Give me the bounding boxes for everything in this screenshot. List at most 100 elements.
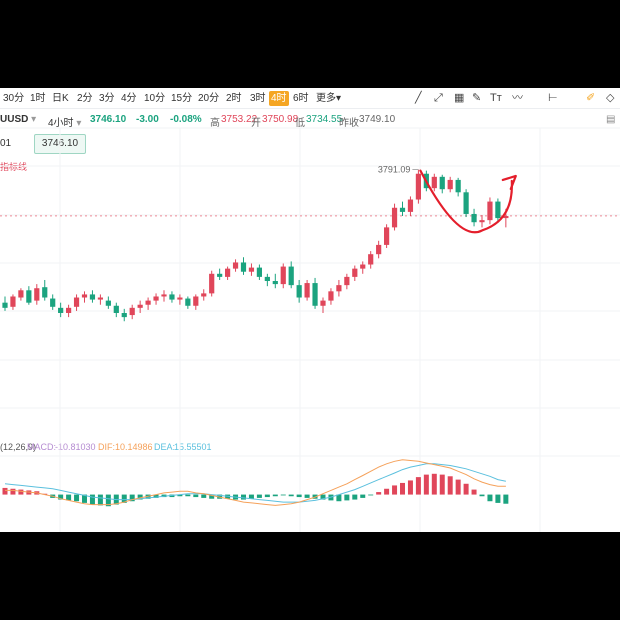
timeframe-5[interactable]: 4分 [121,93,137,104]
wave-icon[interactable]: 〰 [512,92,523,104]
macd-bar-49 [392,485,398,495]
macd-bar-46 [368,494,374,496]
timeframe-2[interactable]: 日K [52,93,69,104]
candle-body-57 [455,179,461,193]
indicator-label: 指标线 [0,162,28,172]
macd-bar-32 [256,494,262,498]
candle-body-1 [10,296,16,307]
candle-body-9 [73,297,80,307]
candle-body-12 [97,297,103,300]
macd-bar-30 [241,494,246,500]
price-change: -3.00 [136,114,159,125]
timeframe-3[interactable]: 2分 [77,93,93,104]
timeframe-0[interactable]: 30分 [3,93,25,104]
candle-body-55 [439,176,445,190]
timeframe-4[interactable]: 3分 [99,93,115,104]
eraser-icon[interactable]: ◇ [606,92,615,104]
candle-body-13 [105,300,111,306]
macd-bar-33 [264,494,270,498]
timeframe-9[interactable]: 2时 [226,93,242,104]
line-icon[interactable]: ⤢ [434,92,443,104]
macd-bar-58 [463,483,469,495]
timeframe-10[interactable]: 3时 [250,93,266,104]
timeframe-11[interactable]: 4时 [269,91,289,106]
edit-icon[interactable]: ✐ [586,92,596,104]
candle-body-44 [352,268,358,277]
low-label: 低 [295,118,305,129]
macd-bar-2 [18,489,24,495]
macd-bar-31 [248,494,254,499]
candle-body-20 [161,294,167,297]
macd-bar-55 [439,474,445,495]
candle-body-8 [66,307,72,313]
candle-body-33 [264,276,270,282]
timeframe-1[interactable]: 1时 [30,93,46,104]
macd-bar-25 [201,494,207,498]
candle-body-15 [121,312,127,318]
timeframe-8[interactable]: 20分 [198,93,220,104]
channel-icon[interactable]: ▦ [454,92,465,104]
timeframe-6[interactable]: 10分 [144,93,166,104]
macd-bar-19 [153,494,159,498]
candle-body-3 [26,290,32,303]
timeframe-7[interactable]: 15分 [171,93,193,104]
candle-body-59 [471,213,477,223]
macd-bar-51 [407,480,413,495]
candle-body-46 [368,254,374,265]
macd-bar-43 [344,494,350,501]
macd-label: MACD: [27,442,56,452]
timeframe-12[interactable]: 6时 [293,93,309,104]
brush-icon[interactable]: ✎ [472,92,482,104]
high-annotation: 3791.09 [378,165,411,175]
candle-body-60 [479,220,485,223]
macd-bar-13 [105,494,111,507]
candle-body-29 [232,262,239,269]
toolbar: 30分 1时 日K 2分 3分 4分 10分 15分 20分 2时 3时 4时 6时 更多▾ ╱ ⤢ ▦ ✎ Tт 〰… [0,88,620,109]
candle-body-42 [336,285,342,292]
dif-line [5,459,506,506]
candle-body-54 [431,176,437,189]
candle-body-30 [240,262,247,272]
prev-close-value: 3749.10 [359,114,396,125]
candle-body-56 [447,179,453,190]
candle-body-18 [145,300,151,305]
candle-body-36 [288,266,294,286]
period-selector[interactable]: 4小时 ▾ [48,118,82,129]
candle-body-11 [89,294,96,300]
trend-arrow-head [501,174,517,191]
macd-bar-53 [423,474,429,495]
price-input[interactable]: 01 [0,138,12,149]
macd-bar-22 [177,494,183,497]
current-price: 3746.10 [90,114,127,125]
candle-body-10 [81,294,88,298]
dif-value: 10.14986 [115,442,153,452]
macd-bar-1 [10,488,16,495]
candle-body-6 [50,298,56,307]
macd-bar-59 [471,489,477,495]
macd-bar-17 [137,494,143,500]
pencil-icon[interactable]: ╱ [415,92,422,104]
macd-bar-35 [280,494,286,496]
candle-body-23 [185,298,191,306]
symbol-selector[interactable]: UUSD ▾ [0,114,37,125]
macd-bar-57 [455,479,461,495]
timeframe-13[interactable]: 更多▾ [316,93,342,104]
macd-bar-54 [431,473,437,495]
macd-value: -10.81030 [55,442,96,452]
dea-label: DEA: [154,442,176,452]
candle-body-25 [201,293,207,297]
macd-bar-60 [479,494,485,497]
macd-bar-9 [74,494,80,502]
macd-bar-50 [400,482,405,495]
candlestick-chart: 3791.09 [0,127,620,532]
candle-body-32 [256,267,262,277]
calendar-icon[interactable]: ▤ [606,114,616,125]
candle-body-38 [304,283,310,298]
candle-body-27 [217,273,223,277]
candle-body-4 [34,288,40,301]
ruler-icon[interactable]: ⊢ [548,92,558,104]
candle-body-14 [113,305,119,313]
candle-body-50 [399,207,406,212]
dea-value: 15.55501 [174,442,212,452]
text-icon[interactable]: Tт [490,92,502,104]
